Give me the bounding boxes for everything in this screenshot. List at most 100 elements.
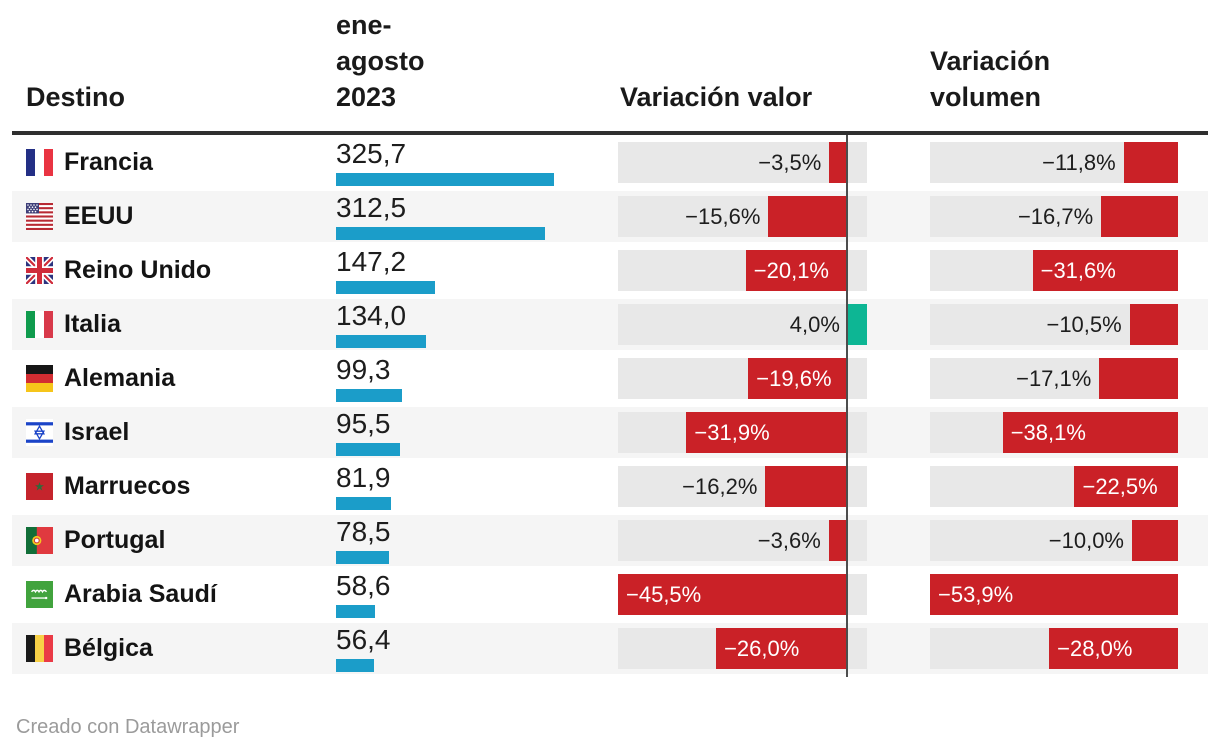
germany-flag-icon (26, 365, 53, 392)
table-row: Arabia Saudí 58,6 −45,5% −53,9% (12, 569, 1208, 620)
var-valor-bar (748, 358, 847, 399)
var-volumen-track: −11,8% (930, 142, 1178, 183)
country-name: Italia (64, 310, 121, 338)
country-name: Israel (64, 418, 130, 446)
table-row: Portugal 78,5 −3,6% −10,0% (12, 515, 1208, 566)
var-volumen-bar (1129, 304, 1178, 345)
var-volumen-label: −11,8% (1042, 150, 1116, 175)
zero-axis-line (846, 135, 848, 677)
var-volumen-bar (1002, 412, 1178, 453)
table-row: Alemania 99,3 −19,6% −17,1% (12, 353, 1208, 404)
italy-flag-icon (26, 311, 53, 338)
saudi-arabia-flag-icon (26, 581, 53, 608)
var-valor-bar (618, 574, 847, 615)
belgium-flag-icon (26, 635, 53, 662)
var-volumen-label: −17,1% (1016, 366, 1092, 391)
value-label: 312,5 (336, 192, 407, 223)
value-label: 95,5 (336, 408, 391, 439)
country-name: Alemania (64, 364, 176, 392)
table-row: Italia 134,0 4,0% −10,5% (12, 299, 1208, 350)
var-valor-track: −3,6% (618, 520, 867, 561)
value-bar (336, 173, 554, 186)
var-volumen-bar (1032, 250, 1178, 291)
var-valor-label: −26,0% (724, 636, 800, 661)
var-volumen-label: −38,1% (1010, 420, 1086, 445)
var-volumen-label: −53,9% (938, 582, 1014, 607)
var-valor-track: −16,2% (618, 466, 867, 507)
value-bar (336, 659, 374, 672)
country-name: EEUU (64, 202, 134, 230)
var-volumen-track: −10,0% (930, 520, 1178, 561)
var-valor-track: −19,6% (618, 358, 867, 399)
var-valor-label: 4,0% (789, 312, 840, 337)
var-valor-bar (846, 304, 867, 345)
column-header-variacion-valor: Variación valor (620, 82, 813, 112)
var-valor-label: −19,6% (756, 366, 832, 391)
country-name: Reino Unido (64, 256, 212, 284)
var-volumen-label: −16,7% (1017, 204, 1094, 229)
datawrapper-credit-link[interactable]: Creado con Datawrapper (16, 716, 240, 738)
var-valor-label: −3,5% (758, 150, 822, 175)
france-flag-icon (26, 149, 53, 176)
var-valor-bar (716, 628, 847, 669)
uk-flag-icon (26, 257, 53, 284)
country-name: Francia (64, 148, 153, 176)
var-valor-label: −20,1% (753, 258, 829, 283)
var-valor-label: −31,9% (694, 420, 770, 445)
var-volumen-label: −10,0% (1048, 528, 1124, 553)
country-name: Portugal (64, 526, 166, 554)
country-name: Arabia Saudí (64, 580, 217, 608)
value-bar (336, 335, 426, 348)
var-valor-track: 4,0% (618, 304, 867, 345)
var-valor-track: −3,5% (618, 142, 867, 183)
var-valor-label: −15,6% (685, 204, 761, 229)
value-bar (336, 389, 403, 402)
value-label: 147,2 (336, 246, 407, 277)
value-label: 78,5 (336, 516, 391, 547)
var-volumen-bar (1049, 628, 1178, 669)
var-volumen-bar (930, 574, 1178, 615)
value-bar (336, 605, 376, 618)
var-valor-track: −20,1% (618, 250, 867, 291)
var-volumen-label: −31,6% (1040, 258, 1116, 283)
var-valor-bar (768, 196, 847, 237)
var-volumen-track: −16,7% (930, 196, 1178, 237)
var-valor-track: −45,5% (618, 574, 867, 615)
country-name: Marruecos (64, 472, 191, 500)
value-label: 134,0 (336, 300, 407, 331)
israel-flag-icon (26, 419, 53, 446)
var-valor-track: −26,0% (618, 628, 867, 669)
var-volumen-track: −22,5% (930, 466, 1178, 507)
var-valor-label: −16,2% (682, 474, 758, 499)
value-label: 81,9 (336, 462, 391, 493)
value-bar (336, 281, 435, 294)
table-row: Bélgica 56,4 −26,0% −28,0% (12, 623, 1208, 674)
var-valor-bar (765, 466, 847, 507)
var-volumen-label: −22,5% (1082, 474, 1158, 499)
table-row: EEUU 312,5 −15,6% −16,7% (12, 191, 1208, 242)
country-name: Bélgica (64, 634, 153, 662)
usa-flag-icon (26, 203, 53, 230)
var-volumen-label: −10,5% (1046, 312, 1122, 337)
column-header-variacion-volumen: Variación volumen (930, 46, 1051, 112)
var-volumen-label: −28,0% (1057, 636, 1133, 661)
var-volumen-track: −38,1% (930, 412, 1178, 453)
table-body: Francia 325,7 −3,5% −11,8% EEUU 312,5 −1… (12, 137, 1208, 677)
var-volumen-track: −28,0% (930, 628, 1178, 669)
value-label: 56,4 (336, 624, 391, 655)
var-valor-bar (686, 412, 847, 453)
table-row: Israel 95,5 −31,9% −38,1% (12, 407, 1208, 458)
var-valor-bar (828, 520, 847, 561)
var-valor-label: −45,5% (626, 582, 702, 607)
portugal-flag-icon (26, 527, 53, 554)
var-volumen-bar (1101, 196, 1178, 237)
value-bar (336, 227, 546, 240)
table-row: Marruecos 81,9 −16,2% −22,5% (12, 461, 1208, 512)
morocco-flag-icon (26, 473, 53, 500)
var-volumen-track: −17,1% (930, 358, 1178, 399)
value-label: 325,7 (336, 138, 407, 169)
var-valor-track: −31,9% (618, 412, 867, 453)
value-label: 58,6 (336, 570, 391, 601)
var-volumen-track: −31,6% (930, 250, 1178, 291)
var-volumen-bar (1074, 466, 1178, 507)
